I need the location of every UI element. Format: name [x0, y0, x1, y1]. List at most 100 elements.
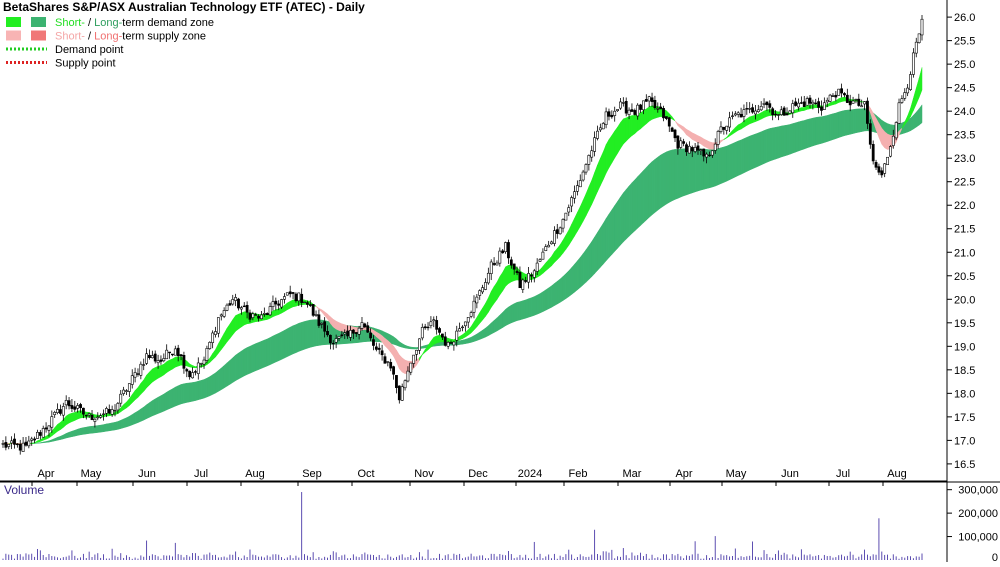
price-bar-body — [166, 350, 168, 359]
long-term-zone-segment — [597, 228, 600, 271]
long-term-zone-segment — [500, 312, 503, 329]
long-term-zone-segment — [164, 392, 167, 411]
long-term-zone-segment — [480, 330, 483, 339]
price-bar-body — [438, 328, 440, 332]
price-bar-body — [292, 292, 294, 293]
long-term-zone-segment — [221, 366, 224, 390]
long-term-zone-segment — [299, 322, 302, 351]
long-term-zone-segment — [170, 389, 173, 409]
long-term-zone-segment — [290, 326, 293, 356]
long-term-zone-segment — [913, 112, 916, 129]
price-tick-label: 26.0 — [954, 12, 975, 24]
long-term-zone-segment — [669, 150, 672, 202]
long-term-zone-segment — [790, 124, 793, 155]
long-term-zone-segment — [282, 330, 285, 359]
volume-zero-label: 0 — [992, 552, 998, 562]
month-label: Oct — [357, 468, 374, 480]
price-bar-body — [789, 111, 791, 113]
price-bar-body — [835, 95, 837, 97]
long-term-zone-segment — [609, 210, 612, 258]
short-term-zone-segment — [494, 282, 497, 303]
long-term-zone-segment — [862, 108, 865, 131]
long-term-zone-segment — [546, 288, 549, 310]
price-bar-body — [553, 231, 555, 244]
volume-tick-label: 300,000 — [958, 485, 998, 497]
price-bar-body — [858, 99, 860, 105]
price-bar-body — [398, 386, 400, 400]
price-bar-body — [487, 273, 489, 283]
long-term-zone-segment — [738, 140, 741, 176]
long-term-zone-segment — [506, 307, 509, 326]
price-bar-body — [459, 329, 461, 331]
price-bar-body — [160, 360, 162, 362]
price-bar-body — [82, 408, 84, 414]
long-term-zone-segment — [181, 384, 184, 404]
price-bar-body — [691, 147, 693, 151]
short-term-zone-segment — [290, 300, 293, 308]
long-term-zone-segment — [313, 320, 316, 347]
month-label: Aug — [245, 468, 265, 480]
long-term-zone-segment — [819, 117, 822, 144]
price-bar-body — [105, 408, 107, 413]
price-bar-body — [45, 428, 47, 429]
long-term-zone-segment — [207, 377, 210, 397]
long-term-zone-segment — [89, 426, 92, 433]
long-term-zone-segment — [890, 125, 893, 136]
month-label: Sep — [302, 468, 322, 480]
price-bar-body — [19, 444, 21, 450]
long-term-zone-segment — [761, 131, 764, 165]
short-term-zone-segment — [434, 336, 437, 345]
price-bar-body — [872, 144, 874, 161]
long-term-zone-segment — [494, 318, 497, 333]
month-label: Mar — [623, 468, 642, 480]
price-bar-body — [171, 354, 173, 355]
price-tick-label: 21.0 — [954, 247, 975, 259]
price-bar-body — [131, 376, 133, 385]
long-term-zone-segment — [460, 340, 463, 344]
price-tick-label: 20.0 — [954, 294, 975, 306]
long-term-zone-segment — [572, 264, 575, 294]
long-term-zone-segment — [620, 193, 623, 245]
price-bar-body — [513, 264, 515, 269]
long-term-zone-segment — [612, 206, 615, 255]
price-bar-body — [619, 102, 621, 108]
short-term-zone-segment — [704, 139, 707, 148]
price-bar-body — [522, 280, 524, 290]
long-term-zone-segment — [293, 325, 296, 354]
short-term-zone-segment — [167, 360, 170, 373]
price-bar-body — [381, 351, 383, 355]
price-bar-body — [384, 357, 386, 364]
price-bar-body — [79, 404, 81, 407]
long-term-zone-segment — [408, 346, 411, 349]
price-bar-body — [519, 272, 521, 287]
price-bar-body — [257, 316, 259, 318]
legend-swatch-short — [6, 31, 21, 41]
long-term-zone-segment — [844, 110, 847, 136]
long-term-zone-segment — [646, 164, 649, 220]
price-bar-body — [13, 439, 15, 444]
chart-title: BetaShares S&P/ASX Australian Technology… — [3, 0, 365, 14]
price-bar-body — [909, 75, 911, 90]
price-bar-body — [751, 108, 753, 113]
price-bar-body — [390, 362, 392, 368]
long-term-zone-segment — [758, 132, 761, 166]
long-term-zone-segment — [810, 118, 813, 147]
price-bar-body — [54, 412, 56, 414]
legend-text-part: Long- — [94, 31, 122, 43]
long-term-zone-segment — [72, 430, 75, 436]
price-bar-body — [361, 323, 363, 329]
price-tick-label: 16.5 — [954, 459, 975, 471]
price-bar-body — [728, 118, 730, 127]
long-term-zone-segment — [241, 349, 244, 377]
price-bar-body — [148, 355, 150, 357]
price-bar-body — [545, 247, 547, 251]
price-bar-body — [812, 102, 814, 104]
price-bar-body — [904, 93, 906, 99]
legend-entry-text: Short- / Long-term demand zone — [55, 17, 214, 29]
price-bar-body — [415, 350, 417, 354]
long-term-zone-segment — [204, 378, 207, 398]
long-term-zone-segment — [689, 149, 692, 194]
price-bar-body — [777, 115, 779, 116]
price-bar-body — [312, 304, 314, 315]
long-term-zone-segment — [305, 321, 308, 350]
